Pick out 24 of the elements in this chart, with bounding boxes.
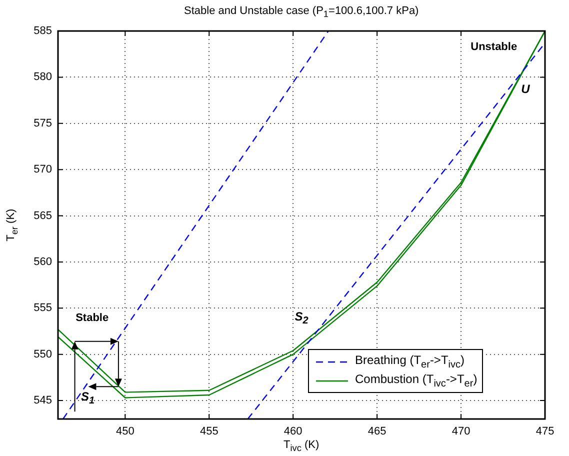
x-tick-label: 450 xyxy=(116,426,134,438)
annotation: S$_{1}$ xyxy=(80,389,95,407)
x-tick-label: 465 xyxy=(368,426,386,438)
annotation: U xyxy=(521,82,530,96)
y-tick-label: 550 xyxy=(34,348,52,360)
chart-title: Stable and Unstable case (P$_{1}$=100.6,100.7 kPa) xyxy=(184,5,419,20)
legend-label: Combustion (T$_{ivc}$->T$_{er}$) xyxy=(355,372,478,390)
x-axis-title: T$_{ivc}$ (K) xyxy=(284,439,320,454)
y-tick-label: 580 xyxy=(34,71,52,84)
annotation: S$_{2}$ xyxy=(294,309,308,327)
x-tick-label: 455 xyxy=(200,426,218,438)
annotation: Stable xyxy=(76,312,109,324)
y-tick-label: 585 xyxy=(34,25,52,38)
annotation: Unstable xyxy=(470,40,518,53)
x-tick-label: 460 xyxy=(284,426,302,438)
y-tick-label: 560 xyxy=(34,256,52,268)
y-tick-label: 555 xyxy=(34,302,52,314)
x-tick-label: 470 xyxy=(452,426,470,438)
y-tick-label: 570 xyxy=(34,164,52,176)
y-tick-label: 565 xyxy=(34,210,52,222)
y-tick-label: 575 xyxy=(34,117,52,130)
legend-label: Breathing (T$_{er}$->T$_{ivc}$) xyxy=(355,352,465,370)
y-tick-label: 545 xyxy=(34,394,52,407)
x-tick-label: 475 xyxy=(536,426,554,438)
